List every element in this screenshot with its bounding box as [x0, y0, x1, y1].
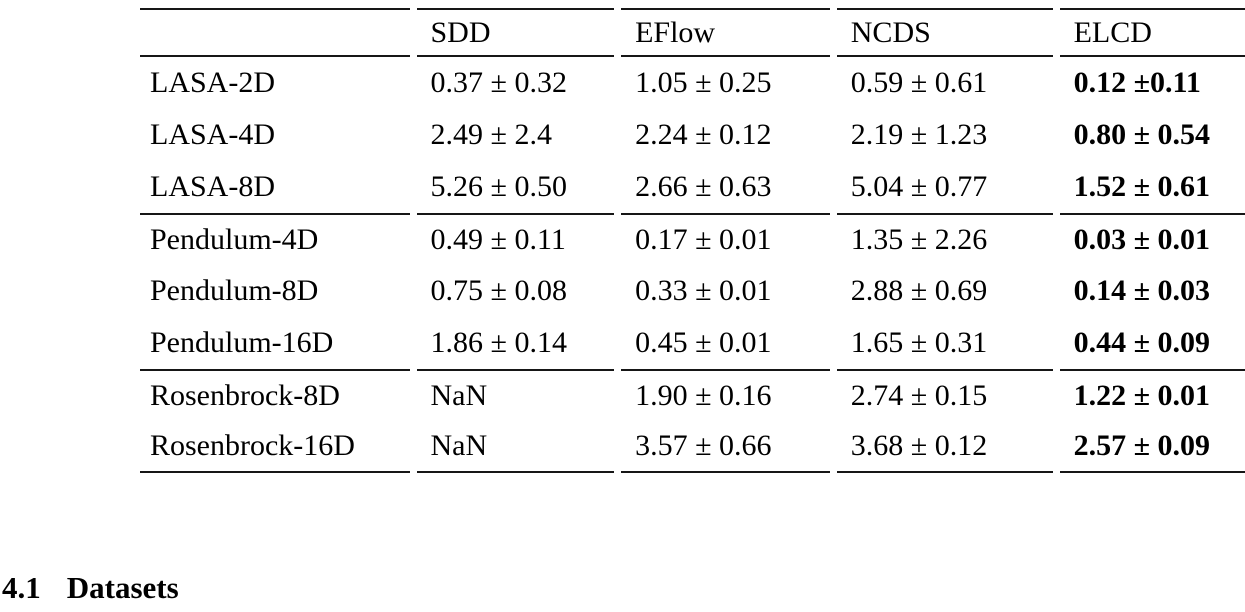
- value-cell-sdd: 5.26 ± 0.50: [430, 170, 567, 203]
- header-eflow: EFlow: [621, 8, 830, 57]
- value-cell-elcd: 0.44 ± 0.09: [1073, 326, 1211, 359]
- value-cell-eflow: 0.33 ± 0.01: [635, 274, 772, 307]
- dataset-label: Pendulum-16D: [150, 326, 334, 359]
- table-row-pendulum-8d: Pendulum-8D 0.75 ± 0.08 0.33 ± 0.01 2.88 ± …: [140, 265, 1245, 317]
- table-row-lasa-8d: LASA-8D 5.26 ± 0.50 2.66 ± 0.63 5.04 ± 0.77…: [140, 161, 1245, 213]
- header-sdd: SDD: [416, 8, 615, 57]
- table-row-pendulum-16d: Pendulum-16D 1.86 ± 0.14 0.45 ± 0.01 1.65 ±…: [140, 317, 1245, 369]
- value-cell-ncds: 0.59 ± 0.61: [850, 66, 988, 99]
- table-row-lasa-2d: LASA-2D 0.37 ± 0.32 1.05 ± 0.25 0.59 ± 0.61…: [140, 57, 1245, 109]
- dataset-label: LASA-8D: [150, 170, 275, 203]
- header-ncds: NCDS: [836, 8, 1053, 57]
- value-cell-eflow: 3.57 ± 0.66: [621, 421, 830, 473]
- table-row-pendulum-4d: Pendulum-4D 0.49 ± 0.11 0.17 ± 0.01 1.35 ± …: [140, 213, 1245, 265]
- value-cell-sdd: 0.75 ± 0.08: [430, 274, 567, 307]
- value-cell-eflow: 2.66 ± 0.63: [635, 170, 772, 203]
- value-cell-elcd: 1.22 ± 0.01: [1059, 369, 1245, 421]
- value-cell-sdd: 0.49 ± 0.11: [416, 213, 615, 265]
- table-row-rosenbrock-16d: Rosenbrock-16D NaN 3.57 ± 0.66 3.68 ± 0.12 2…: [140, 421, 1245, 473]
- value-cell-ncds: 2.88 ± 0.69: [850, 274, 988, 307]
- value-cell-elcd: 0.14 ± 0.03: [1073, 274, 1211, 307]
- value-cell-ncds: 2.74 ± 0.15: [836, 369, 1053, 421]
- table-row-lasa-4d: LASA-4D 2.49 ± 2.4 2.24 ± 0.12 2.19 ± 1.23 0…: [140, 109, 1245, 161]
- value-cell-sdd: 2.49 ± 2.4: [430, 118, 552, 151]
- value-cell-elcd: 0.80 ± 0.54: [1073, 118, 1211, 151]
- results-table: SDD EFlow NCDS ELCD LASA-2D 0.37 ± 0.32 1.…: [133, 8, 1245, 473]
- header-elcd: ELCD: [1059, 8, 1245, 57]
- dataset-label: Pendulum-4D: [140, 213, 410, 265]
- table-row-rosenbrock-8d: Rosenbrock-8D NaN 1.90 ± 0.16 2.74 ± 0.15 1.…: [140, 369, 1245, 421]
- value-cell-eflow: 0.17 ± 0.01: [621, 213, 830, 265]
- value-cell-ncds: 1.35 ± 2.26: [836, 213, 1053, 265]
- value-cell-eflow: 1.05 ± 0.25: [635, 66, 772, 99]
- dataset-label: Rosenbrock-16D: [140, 421, 410, 473]
- dataset-label: Rosenbrock-8D: [140, 369, 410, 421]
- value-cell-sdd: NaN: [416, 369, 615, 421]
- dataset-label: Pendulum-8D: [150, 274, 319, 307]
- value-cell-ncds: 2.19 ± 1.23: [850, 118, 988, 151]
- value-cell-eflow: 0.45 ± 0.01: [635, 326, 772, 359]
- value-cell-elcd: 0.03 ± 0.01: [1059, 213, 1245, 265]
- value-cell-ncds: 3.68 ± 0.12: [836, 421, 1053, 473]
- section-title: Datasets: [66, 570, 179, 605]
- value-cell-ncds: 5.04 ± 0.77: [850, 170, 988, 203]
- value-cell-eflow: 1.90 ± 0.16: [621, 369, 830, 421]
- value-cell-elcd: 0.12 ±0.11: [1073, 66, 1201, 99]
- dataset-label: LASA-2D: [150, 66, 275, 99]
- value-cell-sdd: 1.86 ± 0.14: [430, 326, 567, 359]
- section-number: 4.1: [2, 570, 41, 605]
- value-cell-sdd: 0.37 ± 0.32: [430, 66, 567, 99]
- header-dataset-blank: [140, 8, 410, 57]
- value-cell-ncds: 1.65 ± 0.31: [850, 326, 988, 359]
- value-cell-elcd: 1.52 ± 0.61: [1073, 170, 1211, 203]
- table-header-row: SDD EFlow NCDS ELCD: [140, 8, 1245, 57]
- value-cell-eflow: 2.24 ± 0.12: [635, 118, 772, 151]
- value-cell-sdd: NaN: [416, 421, 615, 473]
- dataset-label: LASA-4D: [150, 118, 275, 151]
- value-cell-elcd: 2.57 ± 0.09: [1059, 421, 1245, 473]
- section-heading: 4.1 Datasets: [2, 570, 179, 606]
